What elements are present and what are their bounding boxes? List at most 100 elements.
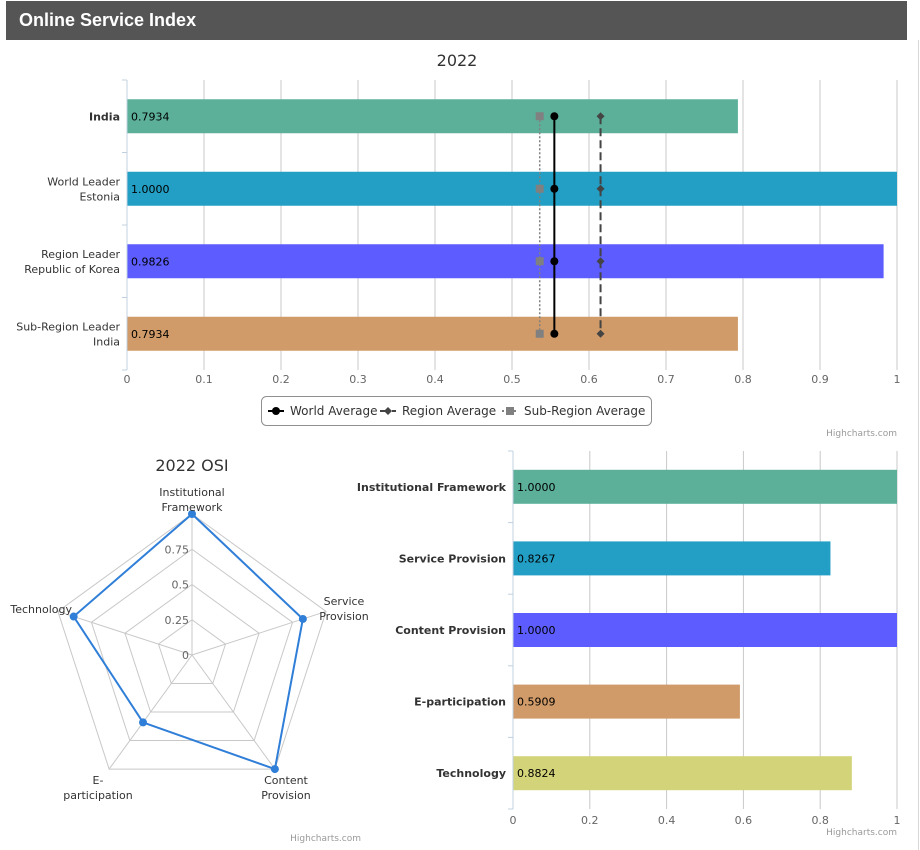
radar-grid-ring <box>57 513 327 770</box>
chart1-credits[interactable]: Highcharts.com <box>826 429 897 439</box>
radar-axis-label: Provision <box>319 610 369 623</box>
chart1-reference-marker <box>550 257 559 266</box>
chart1-category-label: Sub-Region Leader <box>16 320 120 333</box>
chart3-data-label: 0.5909 <box>517 696 556 709</box>
chart1-reference-marker <box>596 184 605 193</box>
chart1-category-label: Region Leader <box>41 248 120 261</box>
chart1-data-label: 0.7934 <box>131 328 170 341</box>
radar-tick-label: 0.25 <box>165 614 190 627</box>
chart1-data-label: 0.9826 <box>131 255 170 268</box>
chart1-bar <box>127 244 884 279</box>
chart3-bars: 1.0000 0.8267 1.0000 0.5909 0.8824 <box>513 469 897 791</box>
radar-axis-label: E- <box>93 774 104 787</box>
radar-tick-label: 0.5 <box>172 579 190 592</box>
chart1-axes: 0 0.1 0.2 0.3 0.4 0.5 0.6 0.7 0.8 0.9 1 India World … <box>16 79 901 386</box>
legend-item-label[interactable]: Sub-Region Average <box>524 404 645 418</box>
legend-symbol-marker <box>384 407 392 415</box>
chart1-x-tick-label: 0.1 <box>195 373 213 386</box>
chart1-bar <box>127 316 738 351</box>
chart1-x-tick-label: 0.8 <box>734 373 752 386</box>
chart3-bar <box>513 469 897 504</box>
radar-grid-ring <box>124 583 260 713</box>
radar-axis-label: participation <box>63 789 133 802</box>
chart1-bar <box>127 171 897 206</box>
chart1-category-label: India <box>89 110 120 123</box>
chart1-legend[interactable]: World Average Region Average Sub-Region Av… <box>261 396 652 426</box>
radar-tick-label: 0.75 <box>165 543 190 556</box>
legend-item-label[interactable]: World Average <box>290 404 377 418</box>
radar-spoke <box>57 610 193 656</box>
chart1-bars: 0.7934 1.0000 0.9826 0.7934 <box>127 99 897 351</box>
chart1-title: 2022 <box>437 51 478 70</box>
chart1-reference-marker <box>535 257 544 266</box>
chart1-data-label: 1.0000 <box>131 183 170 196</box>
chart1-category-label: Republic of Korea <box>24 263 120 276</box>
radar-grid-ring <box>157 619 227 685</box>
chart1-reference-marker <box>535 112 544 121</box>
chart3-data-label: 1.0000 <box>517 481 556 494</box>
chart1-x-tick-label: 0.3 <box>349 373 367 386</box>
chart1-reference-marker <box>596 112 605 121</box>
chart3-bar <box>513 613 897 647</box>
chart1-x-tick-label: 0.2 <box>272 373 290 386</box>
chart3-credits[interactable]: Highcharts.com <box>826 828 897 838</box>
chart1-category-label: Estonia <box>80 190 121 203</box>
legend-item-label[interactable]: Region Average <box>402 404 496 418</box>
chart1-reference-marker <box>596 329 605 338</box>
chart3-x-tick-label: 0 <box>510 814 517 827</box>
radar-axis-label: Content <box>264 774 308 787</box>
radar-axis-label: Provision <box>261 789 311 802</box>
radar-point <box>139 718 148 727</box>
chart3-x-tick-label: 1 <box>894 814 901 827</box>
chart1-category-label: World Leader <box>47 175 120 188</box>
radar-axis-label: Framework <box>162 501 224 514</box>
chart3-data-label: 0.8824 <box>517 767 556 780</box>
page-header: Online Service Index <box>6 1 907 40</box>
radar-spoke <box>108 654 193 770</box>
chart1-reference-marker <box>596 257 605 266</box>
radar-point <box>188 510 196 518</box>
chart1-x-tick-label: 0.6 <box>580 373 598 386</box>
chart3-category-label: Institutional Framework <box>357 481 507 494</box>
chart3-data-label: 0.8267 <box>517 552 556 565</box>
chart1-x-tick-label: 0 <box>124 373 131 386</box>
radar-tick-label: 0 <box>182 649 189 662</box>
radar-spoke <box>191 654 276 770</box>
legend-symbol-marker <box>272 407 280 415</box>
radar-axis-label: Technology <box>9 603 72 616</box>
chart3-x-tick-label: 0.8 <box>811 814 829 827</box>
radar-axis-label: Service <box>324 595 365 608</box>
chart2-credits[interactable]: Highcharts.com <box>290 834 361 844</box>
chart1-data-label: 0.7934 <box>131 110 170 123</box>
chart1-x-tick-label: 0.9 <box>811 373 829 386</box>
chart3-x-tick-label: 0.4 <box>658 814 676 827</box>
chart1-reference-marker <box>535 329 544 338</box>
radar-axis-label: Institutional <box>159 486 224 499</box>
chart3-x-tick-label: 0.6 <box>735 814 753 827</box>
chart3-category-label: Service Provision <box>399 552 506 565</box>
legend-symbol-marker <box>506 407 514 415</box>
chart1-category-label: India <box>93 335 120 348</box>
chart3-x-tick-label: 0.2 <box>581 814 599 827</box>
chart1-reference-marker <box>550 112 559 121</box>
chart1-legend-box <box>261 396 652 426</box>
chart1-reference-marker <box>550 184 559 193</box>
chart1-reference-lines <box>535 112 605 338</box>
chart1-reference-marker <box>550 329 559 338</box>
radar-series-line <box>72 512 304 771</box>
radar-point <box>270 765 279 774</box>
page-title: Online Service Index <box>19 10 197 30</box>
chart1-bar <box>127 99 738 134</box>
chart3-category-label: Content Provision <box>395 624 506 637</box>
chart1-reference-marker <box>535 184 544 193</box>
panel-border <box>918 40 919 850</box>
chart3-bar <box>513 756 852 791</box>
radar-point <box>69 612 78 621</box>
chart1-x-tick-label: 0.4 <box>426 373 444 386</box>
chart3-category-label: Technology <box>436 767 506 780</box>
chart1-x-tick-label: 0.5 <box>503 373 521 386</box>
chart2-title: 2022 OSI <box>155 456 228 475</box>
chart3-bar <box>513 684 740 719</box>
chart3-bar <box>513 541 831 576</box>
